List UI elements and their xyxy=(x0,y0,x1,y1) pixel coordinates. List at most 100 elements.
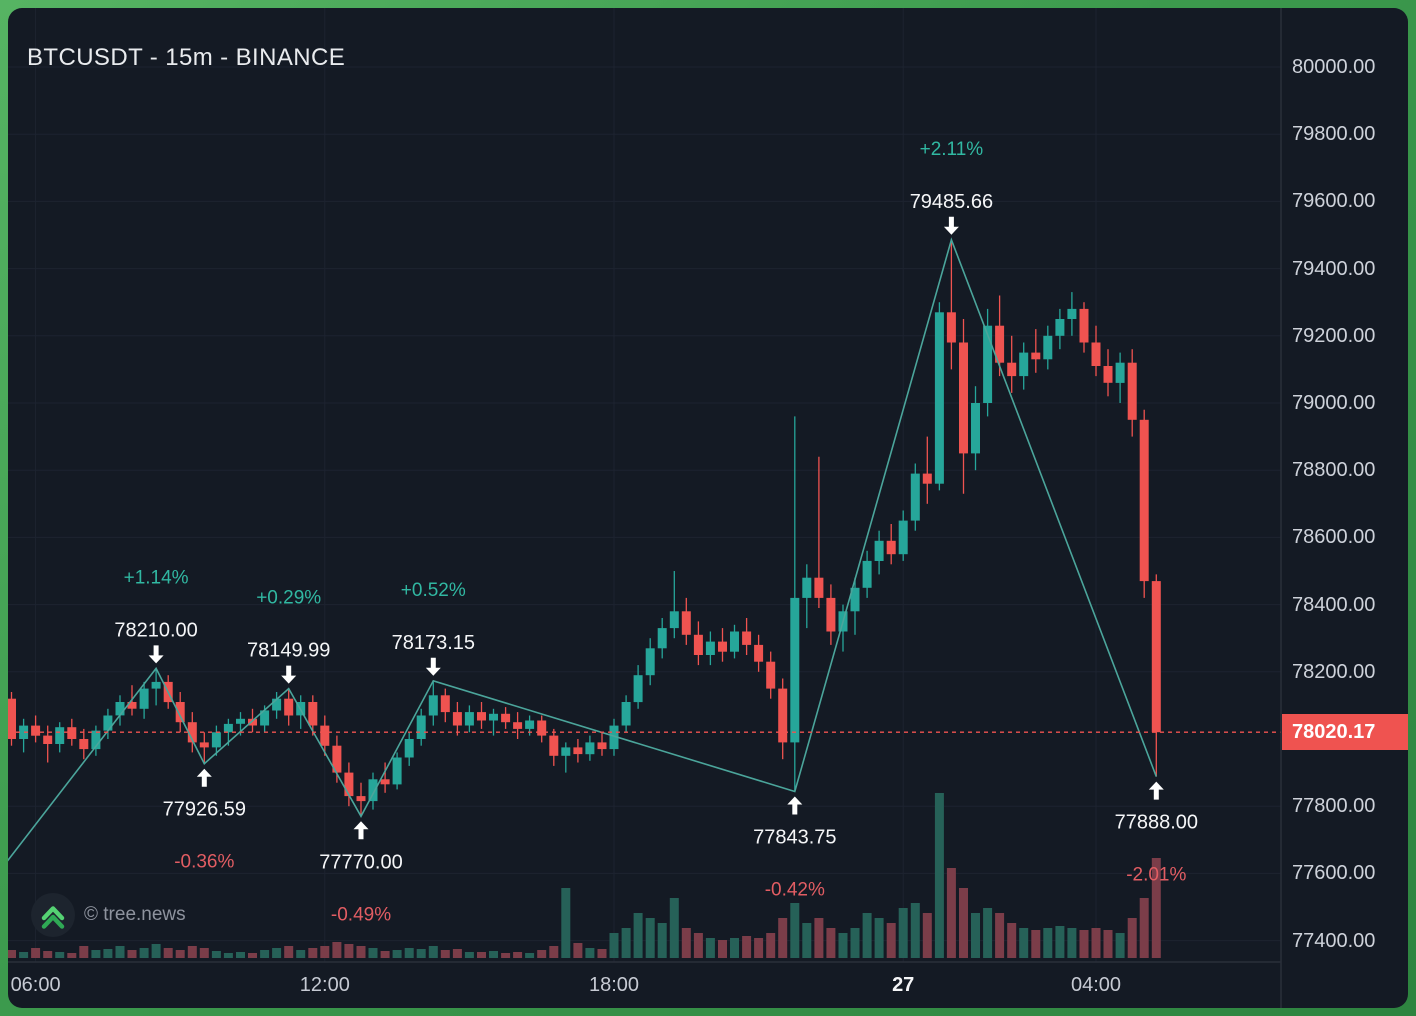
volume-bar xyxy=(995,913,1005,958)
volume-bar xyxy=(561,888,571,958)
volume-bar xyxy=(1019,928,1029,958)
candle-body xyxy=(669,611,679,629)
down-arrow-icon xyxy=(148,645,164,664)
up-arrow-icon xyxy=(196,768,212,787)
candle-body xyxy=(211,732,221,748)
candle-body xyxy=(284,698,294,716)
volume-bar xyxy=(645,918,655,958)
zigzag-line xyxy=(8,237,1158,862)
volume-bar xyxy=(440,950,450,958)
volume-bar xyxy=(1007,923,1017,958)
volume-bar xyxy=(127,950,137,958)
volume-bar xyxy=(898,908,908,958)
candle-body xyxy=(802,577,812,598)
volume-bar xyxy=(187,946,197,958)
time-tick: 04:00 xyxy=(1070,974,1122,996)
volume-bar xyxy=(621,928,631,958)
swing-pct-label: -2.01% xyxy=(1126,865,1186,886)
volume-bar xyxy=(1079,930,1089,958)
candle-body xyxy=(356,796,366,802)
volume-bar xyxy=(705,938,715,958)
watermark: © tree.news xyxy=(31,893,186,937)
candle-body xyxy=(718,641,727,652)
candle-body xyxy=(332,745,342,773)
volume-bar xyxy=(368,948,378,958)
volume-bar xyxy=(693,933,703,958)
volume-bar xyxy=(862,913,872,958)
candle-body xyxy=(995,325,1005,363)
volume-bar xyxy=(669,898,679,958)
chart-title: BTCUSDT - 15m - BINANCE xyxy=(27,44,346,71)
volume-bar xyxy=(91,950,101,958)
candle-body xyxy=(585,742,595,755)
candle-body xyxy=(814,577,824,598)
volume-bar xyxy=(718,940,727,958)
price-tick: 79600.00 xyxy=(1292,190,1376,213)
volume-bar xyxy=(609,933,619,958)
volume-bar xyxy=(633,913,643,958)
candle-body xyxy=(826,597,836,632)
candle-body xyxy=(1019,352,1029,377)
swing-price-label: 77888.00 xyxy=(1115,812,1198,834)
candle-body xyxy=(597,742,607,750)
candle-body xyxy=(886,540,896,555)
candle-body xyxy=(67,727,77,739)
price-tick: 78200.00 xyxy=(1292,660,1376,683)
candles xyxy=(8,239,1161,817)
time-axis[interactable]: 06:00 12:00 18:00 27 04:00 xyxy=(8,962,1408,1008)
volume-bar xyxy=(464,952,474,958)
candle-body xyxy=(1091,342,1101,366)
candle-body xyxy=(223,723,233,733)
volume-bar xyxy=(416,949,426,958)
candle-body xyxy=(320,725,330,746)
volume-bar xyxy=(549,946,559,958)
candle-body xyxy=(477,712,486,721)
price-tick: 80000.00 xyxy=(1292,56,1376,78)
time-tick: 27 xyxy=(892,974,915,996)
candle-body xyxy=(525,720,535,729)
candle-body xyxy=(730,631,739,652)
volume-bar xyxy=(115,946,125,958)
candle-body xyxy=(440,695,450,713)
copyright-label: © tree.news xyxy=(84,904,186,925)
candle-body xyxy=(934,312,944,484)
volume-bar xyxy=(43,951,53,958)
candle-body xyxy=(55,727,65,744)
volume-bar xyxy=(223,953,233,958)
candle-body xyxy=(175,702,185,723)
candle-body xyxy=(452,712,462,726)
up-arrow-icon xyxy=(1148,781,1164,800)
volume-bars xyxy=(8,793,1161,958)
volume-bar xyxy=(248,953,257,958)
candle-body xyxy=(115,702,125,716)
candle-body xyxy=(127,702,137,709)
candle-body xyxy=(946,312,956,343)
candle-body xyxy=(862,560,872,588)
volume-bar xyxy=(296,950,306,958)
candle-body xyxy=(910,473,920,521)
candle-body xyxy=(621,702,631,726)
candle-body xyxy=(428,695,438,716)
volume-bar xyxy=(284,946,294,958)
candle-body xyxy=(790,597,800,743)
swing-annotations: 78210.00 +1.14% 77926.59 -0.36% 78149.99 +0.2… xyxy=(114,139,1198,925)
volume-bar xyxy=(657,923,667,958)
candle-body xyxy=(1007,362,1017,377)
candle-body xyxy=(1031,352,1041,360)
candle-body xyxy=(1127,362,1137,420)
price-axis[interactable]: 80000.00 79800.00 79600.00 79400.00 79200.00… xyxy=(1282,8,1408,1008)
volume-bar xyxy=(1067,928,1077,958)
price-tick: 79000.00 xyxy=(1292,392,1376,414)
candlestick-chart[interactable]: 78210.00 +1.14% 77926.59 -0.36% 78149.99 +0.2… xyxy=(8,8,1408,1008)
candle-body xyxy=(248,718,257,726)
swing-pct-label: +2.11% xyxy=(920,139,984,160)
volume-bar xyxy=(8,950,16,958)
volume-bar xyxy=(489,951,498,958)
candle-body xyxy=(959,342,968,454)
volume-bar xyxy=(163,948,173,958)
candle-body xyxy=(922,473,932,484)
volume-bar xyxy=(874,918,884,958)
price-tick: 77800.00 xyxy=(1292,795,1376,818)
volume-bar xyxy=(959,888,968,958)
